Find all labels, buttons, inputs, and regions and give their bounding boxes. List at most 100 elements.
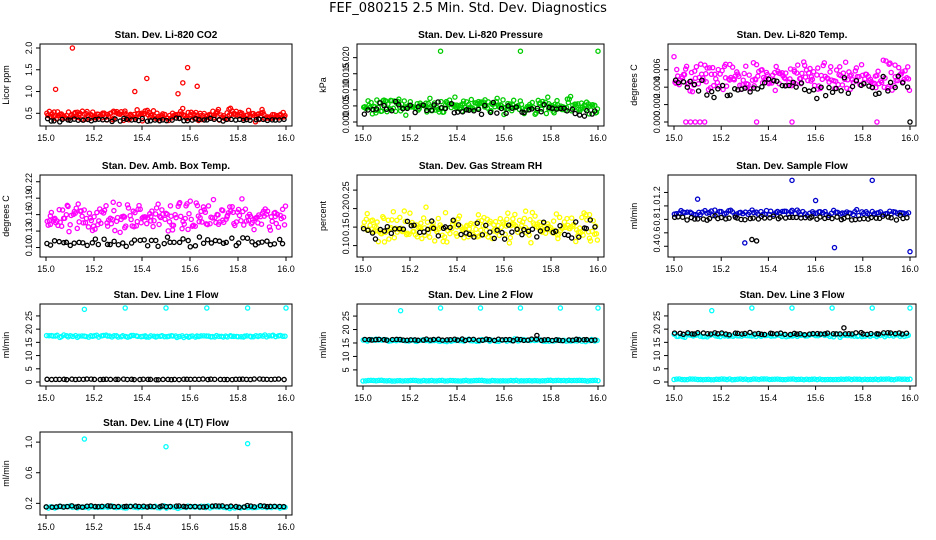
panel-4-primary-point bbox=[184, 201, 190, 207]
panel-4-xtick-label: 15.6 bbox=[181, 264, 199, 274]
panel-5-secondary-point bbox=[499, 229, 505, 236]
panel-1-ytick-label: 1.5 bbox=[24, 64, 34, 77]
panel-5-primary-point bbox=[424, 219, 431, 225]
panel-4-primary-point bbox=[188, 216, 195, 223]
panel-5-secondary-point bbox=[529, 226, 536, 232]
panel-6-ytick-label: 0.8 bbox=[652, 213, 662, 226]
panel-4-primary-point bbox=[59, 207, 66, 213]
panel-9-primary-point bbox=[806, 376, 812, 383]
panel-1-primary-point bbox=[52, 113, 59, 119]
panel-5-primary-point bbox=[381, 239, 388, 245]
panel-5-ytick-label: 0.10 bbox=[341, 237, 351, 255]
panel-1-primary-point bbox=[259, 106, 265, 113]
panel-4-secondary-point bbox=[240, 235, 246, 241]
panel-4-secondary-point bbox=[111, 238, 117, 245]
panel-9-primary-point bbox=[673, 376, 680, 382]
panel-10-secondary-point bbox=[261, 503, 268, 509]
panel-5-primary-point bbox=[363, 216, 370, 223]
panel-6-xtick-label: 15.6 bbox=[807, 264, 825, 274]
panel-9-secondary-point bbox=[885, 330, 891, 336]
panel-1-secondary-point bbox=[117, 118, 123, 124]
panel-3-primary-point bbox=[801, 62, 808, 69]
panel-8-primary-point bbox=[428, 377, 435, 384]
panel-9-secondary-point bbox=[822, 331, 828, 337]
panel-8-secondary-point bbox=[366, 336, 372, 343]
panel-9-primary-point bbox=[769, 376, 775, 383]
panel-4-secondary-point bbox=[200, 240, 207, 247]
panel-2-primary-point bbox=[493, 98, 499, 105]
panel-6-secondary-point bbox=[817, 214, 823, 220]
panel-5-secondary-point bbox=[455, 222, 462, 228]
panel-3-primary-point bbox=[858, 61, 865, 68]
panel-3-title: Stan. Dev. Li-820 Temp. bbox=[737, 30, 848, 41]
panel-3-secondary-point bbox=[876, 90, 882, 97]
panel-9-primary-point bbox=[819, 376, 826, 383]
panel-3-primary-point bbox=[797, 75, 804, 82]
panel-10-secondary-point bbox=[200, 504, 207, 510]
panel-6-ytick-label: 0.4 bbox=[652, 240, 662, 253]
panel-8-secondary-point bbox=[427, 337, 434, 343]
panel-5-ylabel: percent bbox=[318, 200, 328, 231]
panel-4-ytick-label: 0.19 bbox=[24, 189, 34, 207]
panel-2-primary-point bbox=[595, 48, 601, 54]
panel-3-primary-point bbox=[808, 74, 815, 80]
panel-3-primary-point bbox=[848, 72, 854, 78]
panel-6-secondary-point bbox=[770, 213, 777, 219]
panel-3-secondary-point bbox=[704, 92, 710, 98]
panel-8-primary-point bbox=[373, 378, 379, 384]
panel-1-secondary-point bbox=[80, 117, 86, 123]
panel-3-ytick-label: 0.004 bbox=[652, 76, 662, 99]
panel-9-secondary-point bbox=[704, 330, 711, 337]
panel-2-secondary-point bbox=[558, 105, 564, 112]
panel-5-primary-point bbox=[414, 234, 421, 240]
panel-8-ytick-label: 25 bbox=[341, 311, 351, 321]
panel-8-secondary-point bbox=[538, 337, 545, 344]
panel-5-primary-point bbox=[426, 234, 433, 240]
panel-9-secondary-point bbox=[791, 330, 798, 337]
panel-10-ytick-label: 0.2 bbox=[24, 497, 34, 510]
panel-5-secondary-point bbox=[544, 226, 550, 232]
panel-6-secondary-point bbox=[787, 214, 793, 221]
panel-8-secondary-point bbox=[466, 336, 472, 343]
panel-4-primary-point bbox=[117, 229, 123, 236]
panel-8-xtick-label: 15.8 bbox=[542, 393, 560, 403]
panel-10-xtick-label: 15.2 bbox=[85, 522, 103, 532]
panel-5-xtick-label: 15.0 bbox=[354, 264, 372, 274]
panel-8-primary-point bbox=[486, 378, 493, 384]
panel-3-primary-point bbox=[809, 76, 816, 83]
panel-6-secondary-point bbox=[868, 214, 874, 221]
panel-1-ylabel: Licor ppm bbox=[1, 65, 11, 105]
panel-8-primary-point bbox=[500, 378, 506, 384]
panel-4-primary-point bbox=[170, 222, 177, 229]
panel-1-secondary-point bbox=[169, 117, 175, 123]
panel-4-ytick-label: 0.10 bbox=[24, 239, 34, 257]
panel-7-secondary-point bbox=[76, 376, 82, 382]
panel-2-secondary-point bbox=[478, 111, 485, 118]
panel-7-primary-point bbox=[204, 305, 210, 311]
panel-1-ytick-label: 2.0 bbox=[24, 42, 34, 55]
panel-3-primary-point bbox=[840, 70, 847, 76]
panel-7-secondary-point bbox=[115, 376, 121, 383]
panel-8-primary-point bbox=[513, 377, 519, 384]
panel-3-secondary-point bbox=[822, 92, 829, 99]
panel-5-primary-point bbox=[553, 211, 560, 217]
panel-10-secondary-point bbox=[127, 503, 134, 510]
panel-3-primary-point bbox=[811, 82, 818, 89]
panel-2-primary-point bbox=[545, 94, 551, 100]
panel-2-secondary-point bbox=[569, 106, 576, 112]
panel-7-primary-point bbox=[257, 333, 263, 339]
panel-1-xtick-label: 15.6 bbox=[181, 133, 199, 143]
panel-4-primary-point bbox=[189, 223, 196, 229]
panel-3-primary-point bbox=[706, 65, 713, 71]
panel-1-secondary-point bbox=[176, 115, 183, 122]
panel-8-primary-point bbox=[452, 377, 459, 384]
panel-3-secondary-point bbox=[887, 79, 894, 86]
panel-4-primary-point bbox=[98, 220, 104, 227]
panel-2-secondary-point bbox=[503, 110, 509, 117]
panel-2-secondary-point bbox=[475, 106, 482, 113]
panel-9-primary-point bbox=[734, 376, 741, 382]
panel-2-secondary-point bbox=[381, 102, 387, 109]
panel-5-xtick-label: 15.4 bbox=[448, 264, 466, 274]
panel-4-primary-point bbox=[200, 204, 207, 210]
panel-9-primary-point bbox=[859, 376, 866, 383]
